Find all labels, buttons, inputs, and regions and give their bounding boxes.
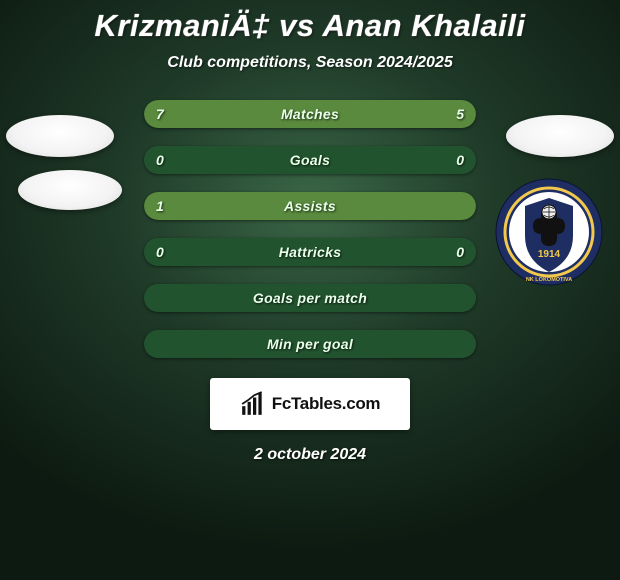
- stat-row: Goals per match: [144, 284, 476, 312]
- stat-label: Matches: [281, 106, 339, 122]
- stat-value-left: 0: [156, 152, 164, 168]
- stats-container: 7 5 Matches 0 0 Goals 1 Assists 0 0 Hattricks Goals…: [144, 100, 476, 358]
- branding-text: FcTables.com: [272, 394, 381, 414]
- stat-row: 7 5 Matches: [144, 100, 476, 128]
- stat-label: Assists: [284, 198, 336, 214]
- stat-label: Goals per match: [253, 290, 367, 306]
- stat-row: 1 Assists: [144, 192, 476, 220]
- stat-row: 0 0 Hattricks: [144, 238, 476, 266]
- stat-value-left: 1: [156, 198, 164, 214]
- stat-label: Goals: [290, 152, 330, 168]
- branding-badge: FcTables.com: [210, 378, 410, 430]
- stat-row: Min per goal: [144, 330, 476, 358]
- stat-label: Hattricks: [279, 244, 342, 260]
- stat-value-right: 0: [456, 152, 464, 168]
- stat-value-right: 0: [456, 244, 464, 260]
- chart-icon: [240, 391, 266, 417]
- content-wrapper: KrizmaniÄ‡ vs Anan Khalaili Club competi…: [0, 0, 620, 580]
- date-label: 2 october 2024: [254, 446, 366, 464]
- stat-value-left: 0: [156, 244, 164, 260]
- stat-value-right: 5: [456, 106, 464, 122]
- stat-label: Min per goal: [267, 336, 353, 352]
- stat-value-left: 7: [156, 106, 164, 122]
- page-subtitle: Club competitions, Season 2024/2025: [167, 54, 452, 72]
- stat-row: 0 0 Goals: [144, 146, 476, 174]
- page-title: KrizmaniÄ‡ vs Anan Khalaili: [95, 8, 526, 44]
